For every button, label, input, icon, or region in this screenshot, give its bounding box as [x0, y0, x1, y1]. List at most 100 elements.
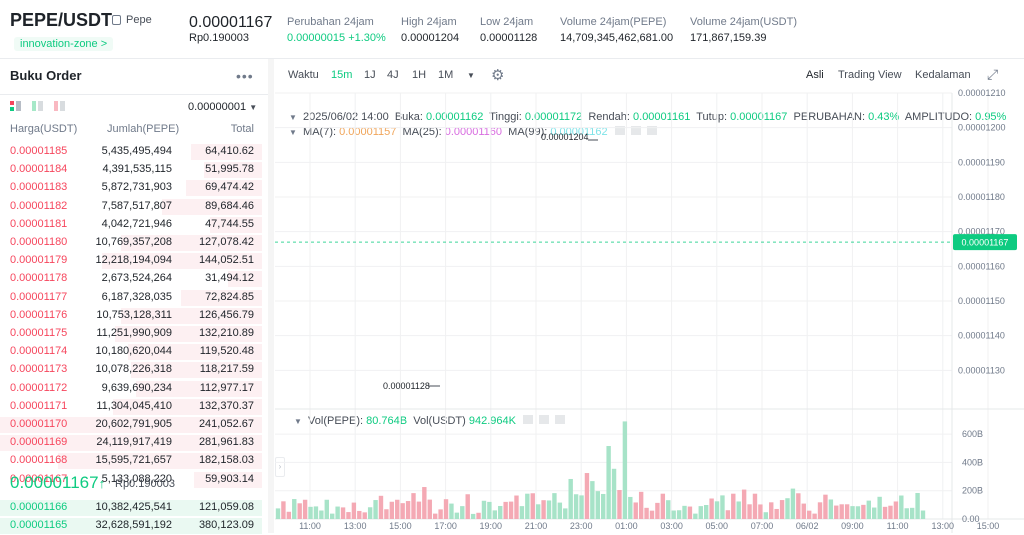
view-tradingview[interactable]: Trading View — [838, 69, 902, 81]
ask-row[interactable]: 0.00001184 4,391,535,115 51,995.78 — [0, 161, 262, 179]
volume-bar — [622, 421, 628, 519]
view-bids-icon[interactable] — [32, 101, 44, 112]
volume-bar — [503, 501, 508, 519]
row-price: 0.00001177 — [10, 290, 68, 303]
volume-bar — [340, 507, 346, 519]
row-price: 0.00001175 — [10, 327, 68, 339]
bid-row[interactable]: 0.00001165 32,628,591,192 380,123.09 — [0, 517, 262, 535]
volume-bar — [687, 506, 693, 519]
row-total: 64,410.62 — [205, 145, 254, 157]
volume-bar — [638, 491, 644, 519]
volume-bar — [606, 446, 611, 519]
row-amount: 24,119,917,419 — [96, 436, 172, 449]
interval-4j[interactable]: 4J — [387, 69, 399, 81]
volume-bar — [785, 498, 790, 519]
expand-icon[interactable]: ⤢ — [987, 66, 999, 82]
row-price: 0.00001171 — [10, 399, 68, 412]
vol-collapse-icon[interactable]: ▼ — [294, 417, 302, 426]
interval-15m[interactable]: 15m — [331, 69, 353, 81]
volume-bar — [508, 501, 514, 519]
coin-info-icon — [112, 15, 121, 25]
ma25-value: 0.00001160 — [444, 126, 503, 138]
ask-row[interactable]: 0.00001181 4,042,721,946 47,744.55 — [0, 216, 262, 234]
ask-row[interactable]: 0.00001178 2,673,524,264 31,494.12 — [0, 270, 262, 288]
volume-bar — [899, 495, 904, 519]
volume-bar — [595, 491, 600, 519]
volume-bar — [817, 502, 823, 519]
vol-usdt-label: Vol(USDT) — [413, 415, 466, 427]
ma-collapse-icon[interactable]: ▼ — [289, 128, 297, 137]
view-both-icon[interactable] — [10, 101, 22, 112]
mid-price[interactable]: 0.00001167 ↑ — [10, 473, 105, 493]
vol-eye-icon[interactable] — [523, 415, 534, 424]
stat-label-low: Low 24jam — [480, 16, 534, 28]
ohlc-info: ▼ 2025/06/02 14:00 Buka: 0.00001162 Ting… — [289, 111, 1006, 123]
ohlc-change: 0.43% — [868, 111, 900, 123]
view-depth[interactable]: Kedalaman — [915, 69, 971, 81]
volume-bar — [443, 499, 449, 519]
depth-bar — [181, 289, 262, 306]
orderbook-menu-icon[interactable]: ••• — [236, 68, 254, 84]
row-amount: 10,769,357,208 — [95, 236, 172, 248]
vol-close-icon[interactable] — [555, 415, 566, 424]
time-tick-label: 11:00 — [887, 521, 909, 531]
view-asli[interactable]: Asli — [806, 69, 824, 81]
ohlc-high: 0.00001172 — [524, 111, 583, 123]
row-total: 59,903.14 — [205, 472, 254, 485]
ask-row[interactable]: 0.00001175 11,251,990,909 132,210.89 — [0, 325, 262, 343]
vol-settings-icon[interactable] — [539, 415, 550, 424]
ma-settings-icon[interactable] — [630, 126, 641, 135]
volume-bar — [330, 513, 335, 519]
last-price-idr: Rp0.190003 — [189, 32, 249, 44]
ask-row[interactable]: 0.00001176 10,753,128,311 126,456.79 — [0, 307, 262, 325]
ask-row[interactable]: 0.00001171 11,304,045,410 132,370.37 — [0, 398, 262, 416]
ma-eye-icon[interactable] — [614, 126, 625, 135]
volume-bar — [752, 493, 758, 519]
interval-1j[interactable]: 1J — [364, 69, 376, 81]
depth-bar — [186, 180, 262, 197]
ask-row[interactable]: 0.00001168 15,595,721,657 182,158.03 — [0, 452, 262, 470]
pair-title[interactable]: PEPE/USDT — [10, 10, 113, 30]
ask-row[interactable]: 0.00001183 5,872,731,903 69,474.42 — [0, 179, 262, 197]
ask-row[interactable]: 0.00001185 5,435,495,494 64,410.62 — [0, 143, 262, 161]
view-asks-icon[interactable] — [54, 101, 66, 112]
volume-bar — [563, 508, 568, 519]
volume-bar — [882, 506, 888, 519]
ask-row[interactable]: 0.00001170 20,602,791,905 241,052.67 — [0, 416, 262, 434]
ask-row[interactable]: 0.00001172 9,639,690,234 112,977.17 — [0, 380, 262, 398]
interval-more-icon[interactable]: ▼ — [467, 71, 475, 80]
ask-row[interactable]: 0.00001179 12,218,194,094 144,052.51 — [0, 252, 262, 270]
current-price-label: 0.00001167 — [962, 238, 1009, 248]
row-amount: 2,673,524,264 — [101, 272, 172, 285]
price-tick-label: 0.00001130 — [958, 365, 1005, 375]
interval-1m[interactable]: 1M — [438, 69, 454, 81]
volume-bar — [888, 505, 893, 519]
gear-icon[interactable]: ⚙ — [491, 67, 505, 84]
depth-bar — [194, 471, 262, 488]
collapse-icon[interactable]: ▼ — [289, 113, 297, 122]
row-amount: 5,872,731,903 — [101, 181, 172, 194]
ask-row[interactable]: 0.00001182 7,587,517,807 89,684.46 — [0, 198, 262, 216]
ask-row[interactable]: 0.00001167 5,133,088,220 59,903.14 — [0, 471, 262, 489]
volume-bar — [649, 510, 655, 519]
ask-row[interactable]: 0.00001169 24,119,917,419 281,961.83 — [0, 434, 262, 452]
bid-row[interactable]: 0.00001166 10,382,425,541 121,059.08 — [0, 499, 262, 517]
ask-row[interactable]: 0.00001174 10,180,620,044 119,520.48 — [0, 343, 262, 361]
stat-label-vol-usdt: Volume 24jam(USDT) — [690, 16, 797, 28]
volume-bar — [557, 502, 563, 519]
ask-row[interactable]: 0.00001180 10,769,357,208 127,078.42 — [0, 234, 262, 252]
price-tick-label: 0.00001190 — [958, 157, 1005, 167]
time-tick-label: 11:00 — [299, 521, 321, 531]
ask-row[interactable]: 0.00001177 6,187,328,035 72,824.85 — [0, 289, 262, 307]
ma-close-icon[interactable] — [646, 126, 657, 135]
interval-1h[interactable]: 1H — [412, 69, 427, 81]
volume-bar — [422, 487, 427, 519]
depth-bar — [0, 518, 262, 535]
innovation-zone-tag[interactable]: innovation-zone > — [14, 37, 114, 51]
chevron-right-icon[interactable]: › — [275, 457, 285, 477]
volume-bar — [779, 500, 785, 519]
row-amount: 10,753,128,311 — [96, 308, 172, 321]
ask-row[interactable]: 0.00001173 10,078,226,318 118,217.59 — [0, 361, 262, 379]
tick-size-select[interactable]: 0.00000001 ▼ — [188, 101, 257, 113]
